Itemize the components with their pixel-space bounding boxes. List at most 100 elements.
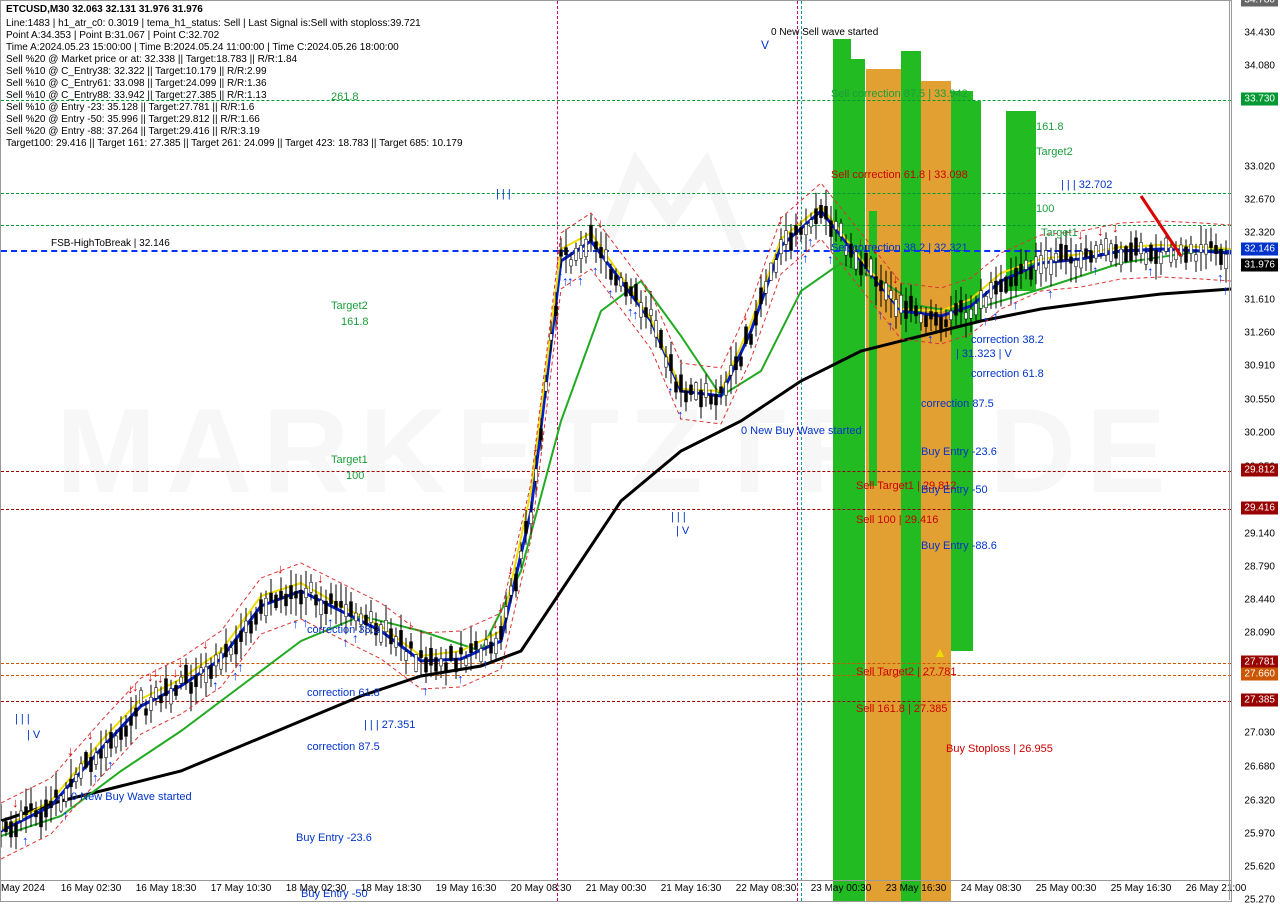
chart-annotation: Sell 161.8 | 27.385: [856, 703, 948, 715]
price-tag: 29.812: [1241, 464, 1278, 477]
y-tick-label: 25.970: [1244, 828, 1275, 839]
svg-text:↓: ↓: [127, 681, 134, 696]
y-tick-label: 28.790: [1244, 561, 1275, 572]
y-tick-label: 27.030: [1244, 728, 1275, 739]
info-line: Point A:34.353 | Point B:31.067 | Point …: [6, 30, 219, 41]
info-line: Sell %10 @ Entry -23: 35.128 || Target:2…: [6, 102, 254, 113]
price-tag: 27.385: [1241, 693, 1278, 706]
fsb-hightobreak-label: FSB-HighToBreak | 32.146: [51, 238, 170, 249]
svg-text:↑: ↑: [92, 770, 99, 785]
svg-text:↑: ↑: [62, 808, 69, 823]
x-tick-label: 18 May 02:30: [286, 883, 347, 894]
svg-text:↑: ↑: [607, 285, 614, 300]
x-tick-label: 21 May 00:30: [586, 883, 647, 894]
info-line: Sell %10 @ C_Entry38: 32.322 || Target:1…: [6, 66, 267, 77]
horizontal-line: [1, 250, 1231, 252]
info-line: Sell %10 @ C_Entry88: 33.942 || Target:2…: [6, 90, 267, 101]
svg-text:↑: ↑: [627, 304, 634, 319]
svg-text:↓: ↓: [532, 439, 539, 454]
chart-annotation: 0 New Buy Wave started: [741, 425, 862, 437]
x-tick-label: 22 May 08:30: [736, 883, 797, 894]
svg-text:↓: ↓: [1112, 220, 1119, 235]
chart-annotation: Target1: [331, 454, 368, 466]
chart-annotation: correction 87.5: [921, 398, 994, 410]
x-tick-label: 20 May 08:30: [511, 883, 572, 894]
svg-text:↓: ↓: [132, 679, 139, 694]
chart-annotation: | | |: [671, 511, 686, 523]
svg-text:V: V: [761, 38, 769, 52]
svg-text:↑: ↑: [1222, 283, 1229, 298]
info-line: Sell %20 @ Entry -88: 37.264 || Target:2…: [6, 126, 260, 137]
chart-annotation: 100: [1036, 203, 1054, 215]
chart-plot-area[interactable]: MARKETZTRADE ↓↑↑↓↓↑↑↓↓↓↓↓↓↓↓↑↑↑↓↑↑↓↑↑↑↓↑…: [0, 0, 1232, 902]
svg-text:↑: ↑: [802, 251, 809, 266]
x-tick-label: 16 May 18:30: [136, 883, 197, 894]
svg-text:↓: ↓: [492, 616, 499, 631]
y-tick-label: 33.020: [1244, 161, 1275, 172]
chart-annotation: 261.8: [331, 91, 359, 103]
chart-annotation: 161.8: [341, 316, 369, 328]
svg-text:↓: ↓: [67, 743, 74, 758]
svg-text:↓: ↓: [317, 570, 324, 585]
svg-text:↓: ↓: [497, 600, 504, 615]
chart-annotation: correction 87.5: [307, 741, 380, 753]
horizontal-line: [1, 663, 1231, 664]
y-tick-label: 25.270: [1244, 895, 1275, 906]
y-tick-label: 26.320: [1244, 795, 1275, 806]
svg-text:↑: ↑: [22, 833, 29, 848]
x-tick-label: 23 May 16:30: [886, 883, 947, 894]
svg-text:↑: ↑: [1217, 270, 1224, 285]
x-tick-label: 19 May 16:30: [436, 883, 497, 894]
horizontal-line: [1, 701, 1231, 702]
x-axis: 15 May 202416 May 02:3016 May 18:3017 Ma…: [1, 880, 1231, 901]
chart-annotation: | V: [676, 525, 689, 537]
chart-annotation: correction 38.2: [971, 334, 1044, 346]
chart-annotation: Target2: [331, 300, 368, 312]
chart-annotation: | 31.323 | V: [956, 348, 1012, 360]
horizontal-line: [1, 675, 1231, 676]
svg-text:↑: ↑: [292, 616, 299, 631]
svg-text:↑: ↑: [632, 307, 639, 322]
svg-text:↑: ↑: [677, 407, 684, 422]
y-tick-label: 28.440: [1244, 595, 1275, 606]
y-tick-label: 34.430: [1244, 28, 1275, 39]
chart-annotation: Sell correction 61.8 | 33.098: [831, 169, 968, 181]
y-tick-label: 26.680: [1244, 761, 1275, 772]
y-axis: 34.78034.43034.08033.73033.02032.67032.3…: [1229, 0, 1280, 900]
chart-annotation: | | |: [496, 188, 511, 200]
svg-text:↓: ↓: [1077, 227, 1084, 242]
chart-annotation: Buy Entry -88.6: [921, 540, 997, 552]
svg-text:↓: ↓: [12, 795, 19, 810]
y-tick-label: 30.550: [1244, 395, 1275, 406]
chart-annotation: Sell correction 87.5 | 33.942: [831, 88, 968, 100]
vertical-line: [557, 1, 558, 901]
info-line: Sell %20 @ Entry -50: 35.996 || Target:2…: [6, 114, 260, 125]
price-tag: 32.146: [1241, 243, 1278, 256]
info-line: Target100: 29.416 || Target 161: 27.385 …: [6, 138, 463, 149]
y-tick-label: 31.610: [1244, 295, 1275, 306]
svg-text:↑: ↑: [567, 274, 574, 289]
chart-annotation: Target1: [1041, 227, 1078, 239]
info-line: Line:1483 | h1_atr_c0: 0.3019 | tema_h1_…: [6, 18, 421, 29]
chart-annotation: | | | 27.351: [364, 719, 415, 731]
svg-text:↑: ↑: [1012, 297, 1019, 312]
x-tick-label: 18 May 18:30: [361, 883, 422, 894]
horizontal-line: [1, 471, 1231, 472]
chart-annotation: correction 38.2: [307, 624, 380, 636]
chart-annotation: 0 New Sell wave started: [771, 27, 878, 38]
price-tag: 31.976: [1241, 259, 1278, 272]
x-tick-label: 21 May 16:30: [661, 883, 722, 894]
signal-box: [1006, 111, 1036, 291]
svg-text:↓: ↓: [87, 727, 94, 742]
watermark-text: MARKETZTRADE: [56, 382, 1176, 520]
svg-text:↑: ↑: [562, 273, 569, 288]
x-tick-label: 25 May 16:30: [1111, 883, 1172, 894]
y-tick-label: 30.910: [1244, 361, 1275, 372]
y-tick-label: 28.090: [1244, 628, 1275, 639]
chart-annotation: Sell 100 | 29.416: [856, 514, 938, 526]
y-tick-label: 34.080: [1244, 61, 1275, 72]
price-tag: 34.780: [1241, 0, 1278, 7]
chart-annotation: Buy Entry -23.6: [921, 446, 997, 458]
chart-annotation: Target2: [1036, 146, 1073, 158]
chart-annotation: correction 61.8: [971, 368, 1044, 380]
